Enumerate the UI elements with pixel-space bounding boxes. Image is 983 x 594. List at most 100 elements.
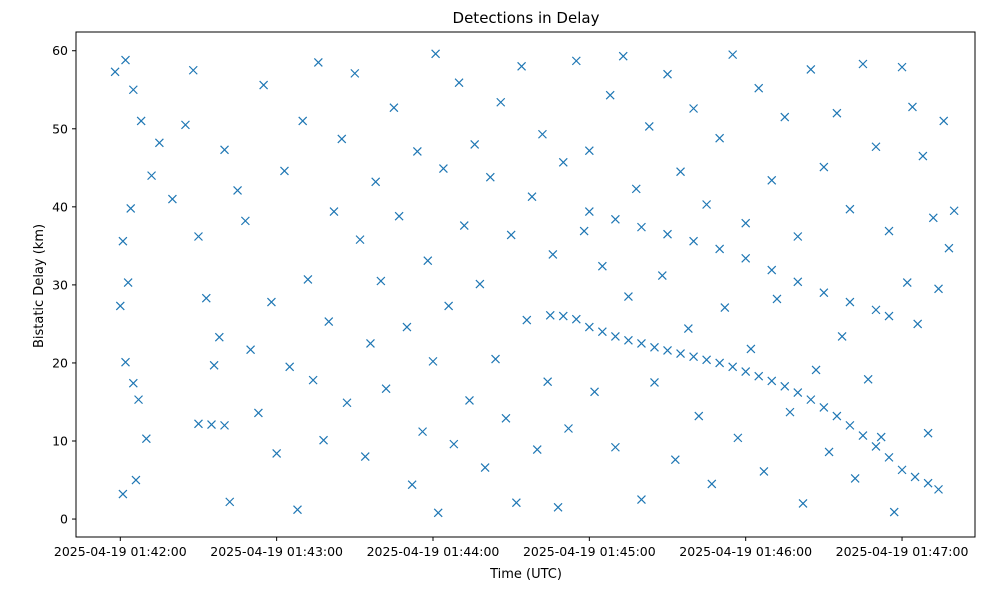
data-point [342, 398, 352, 408]
data-point [272, 449, 282, 458]
data-point [754, 83, 764, 93]
data-point [741, 218, 751, 228]
data-point [897, 62, 907, 72]
data-point [610, 442, 620, 452]
data-point [624, 335, 633, 345]
y-axis: 0 10 20 30 40 50 60 [52, 43, 76, 527]
data-point [433, 508, 443, 518]
data-point [118, 489, 128, 499]
data-point [402, 322, 412, 332]
data-point [715, 133, 725, 143]
data-point [637, 339, 646, 348]
data-point [579, 226, 589, 236]
data-point [845, 297, 855, 307]
data-point [214, 332, 224, 342]
data-point [233, 186, 242, 195]
data-point [485, 172, 495, 182]
data-point [689, 104, 698, 113]
data-point [676, 167, 685, 177]
data-point [491, 354, 500, 364]
data-point [689, 236, 698, 246]
data-point [545, 310, 555, 320]
data-point [850, 474, 860, 483]
data-point [676, 349, 685, 359]
data-point [913, 319, 923, 329]
data-point [741, 367, 751, 376]
data-point [121, 55, 130, 65]
data-point [798, 499, 808, 508]
data-point [702, 355, 712, 365]
data-point [267, 297, 276, 307]
data-points [110, 49, 959, 518]
data-point [407, 480, 417, 490]
data-point [308, 375, 318, 385]
data-point [240, 216, 250, 226]
data-point [201, 293, 211, 303]
data-point [115, 301, 125, 311]
y-tick-label: 10 [52, 433, 68, 448]
data-point [746, 344, 756, 354]
data-point [253, 408, 263, 418]
data-point [720, 303, 730, 312]
data-point [128, 378, 138, 388]
x-tick-label: 2025-04-19 01:47:00 [836, 544, 969, 559]
data-point [167, 194, 177, 204]
data-point [376, 276, 386, 286]
data-point [871, 305, 881, 315]
data-point [280, 166, 289, 176]
data-point [650, 378, 659, 387]
data-point [126, 203, 136, 213]
data-point [944, 243, 954, 253]
data-point [637, 495, 646, 504]
data-point [584, 207, 594, 216]
data-point [793, 232, 803, 241]
data-point [194, 419, 203, 429]
data-point [780, 112, 790, 122]
data-point [908, 102, 917, 112]
data-point [759, 467, 769, 476]
data-point [506, 230, 516, 240]
data-point [715, 358, 725, 368]
data-point [793, 277, 803, 287]
data-point [207, 420, 216, 430]
data-point [689, 352, 698, 362]
data-point [824, 447, 834, 457]
data-point [134, 395, 143, 405]
data-point [511, 498, 521, 508]
data-point [459, 221, 469, 230]
data-point [733, 433, 743, 443]
data-point [884, 311, 894, 321]
data-point [360, 452, 370, 462]
data-point [670, 455, 680, 465]
data-point [131, 475, 141, 485]
data-point [418, 427, 427, 437]
x-tick-label: 2025-04-19 01:42:00 [54, 544, 187, 559]
data-point [910, 472, 920, 482]
data-point [324, 317, 334, 326]
data-point [584, 322, 594, 332]
data-point [303, 275, 313, 284]
data-point [902, 278, 912, 287]
data-point [663, 346, 672, 355]
y-axis-label: Bistatic Delay (km) [32, 224, 47, 348]
data-point [298, 116, 308, 126]
data-point [329, 207, 339, 216]
data-point [845, 204, 855, 214]
data-point [389, 103, 399, 113]
data-point [136, 116, 146, 126]
data-point [863, 374, 873, 384]
data-point [465, 395, 474, 405]
data-point [259, 80, 269, 90]
x-tick-label: 2025-04-19 01:44:00 [367, 544, 500, 559]
data-point [663, 229, 672, 239]
data-point [819, 288, 829, 298]
data-point [858, 59, 868, 69]
data-point [663, 69, 672, 79]
y-tick-label: 40 [52, 199, 68, 214]
data-point [767, 376, 777, 386]
data-point [683, 324, 693, 334]
data-point [527, 192, 537, 202]
data-point [285, 362, 295, 372]
data-point [553, 502, 563, 512]
data-point [558, 311, 568, 321]
